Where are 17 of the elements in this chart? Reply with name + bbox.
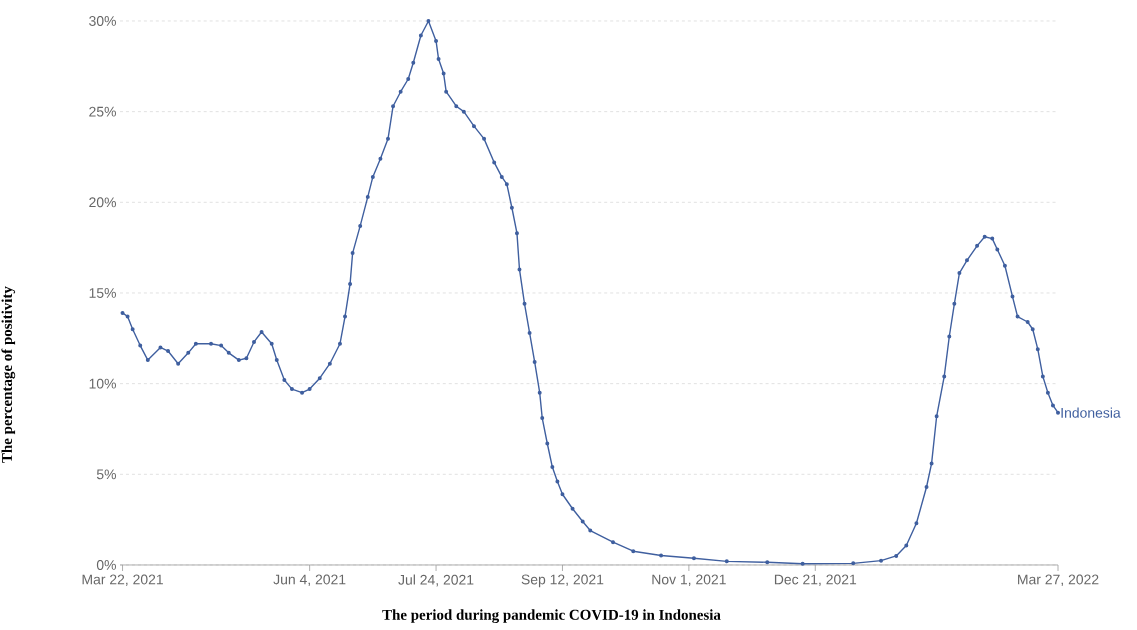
y-tick-label: 10% [89, 378, 116, 389]
x-tick-label: Jul 24, 2021 [398, 574, 474, 587]
x-tick-label: Mar 22, 2021 [82, 574, 163, 587]
y-tick-label: 20% [89, 197, 116, 208]
y-tick-label: 0% [96, 560, 116, 570]
y-tick-label: 30% [89, 16, 116, 26]
y-tick-label: 5% [96, 469, 116, 480]
series-label: Indonesia [1061, 407, 1121, 418]
x-tick-label: Jun 4, 2021 [273, 574, 346, 587]
y-tick-label: 25% [89, 106, 116, 117]
x-tick-label: Dec 21, 2021 [774, 574, 857, 587]
x-axis-title: The period during pandemic COVID-19 in Indonesia [382, 609, 721, 623]
y-tick-label: 15% [89, 288, 116, 298]
x-tick-label: Mar 27, 2022 [1018, 574, 1099, 587]
x-tick-label: Nov 1, 2021 [652, 574, 726, 587]
x-tick-label: Sep 12, 2021 [521, 574, 604, 588]
y-axis-title: The percentage of positivity [1, 286, 16, 463]
